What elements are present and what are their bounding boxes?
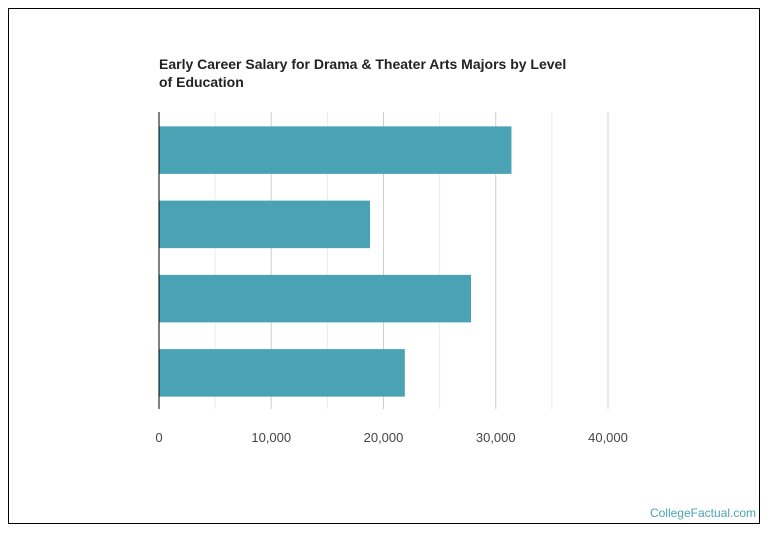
x-tick-label: 30,000 [476,430,516,445]
x-tick-label: 40,000 [588,430,628,445]
x-tick-label: 10,000 [251,430,291,445]
bar-1[interactable] [159,200,371,249]
source-credit-link[interactable]: CollegeFactual.com [649,506,756,520]
bar-0[interactable] [159,126,512,174]
x-axis-ticks: 0 10,000 20,000 30,000 40,000 [155,430,628,445]
x-tick-label: 20,000 [364,430,404,445]
bars [159,126,512,397]
bar-3[interactable] [159,349,405,397]
chart-frame [8,8,760,524]
x-tick-label: 0 [155,430,162,445]
chart-title: Early Career Salary for Drama & Theater … [159,56,567,90]
bar-2[interactable] [159,274,472,323]
